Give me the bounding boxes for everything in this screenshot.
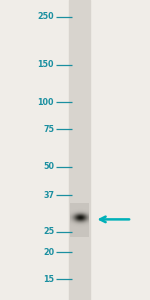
Text: 15: 15 [43, 275, 54, 284]
Text: 100: 100 [38, 98, 54, 107]
Text: 250: 250 [37, 13, 54, 22]
Text: 20: 20 [43, 248, 54, 257]
Bar [69, 0, 90, 300]
Text: 75: 75 [43, 125, 54, 134]
Text: 25: 25 [43, 227, 54, 236]
Text: 150: 150 [38, 60, 54, 69]
Text: 50: 50 [43, 163, 54, 172]
Text: 37: 37 [43, 190, 54, 200]
